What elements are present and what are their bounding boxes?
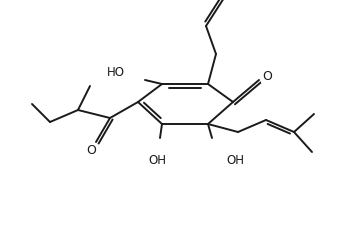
Text: OH: OH <box>226 153 244 167</box>
Text: HO: HO <box>107 66 125 79</box>
Text: O: O <box>86 144 96 158</box>
Text: O: O <box>262 70 272 82</box>
Text: OH: OH <box>148 153 166 167</box>
